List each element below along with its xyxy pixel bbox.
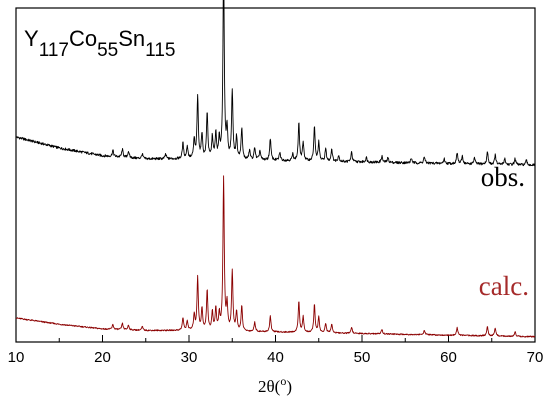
x-tick-label: 50: [354, 349, 371, 366]
plot-frame: [15, 7, 536, 343]
x-axis-title: 2θ(o): [258, 374, 292, 396]
formula-element: Y: [24, 26, 39, 51]
series-line-obs: [15, 0, 536, 167]
x-tick-label: 60: [440, 349, 457, 366]
series-label-calc: calc.: [479, 271, 529, 301]
x-tick-label: 30: [181, 349, 198, 366]
series-label-obs: obs.: [481, 162, 525, 192]
x-tick-label: 10: [8, 349, 25, 366]
x-tick-label: 20: [94, 349, 111, 366]
formula-element: Sn: [118, 26, 145, 51]
x-tick-label: 40: [267, 349, 284, 366]
compound-formula: Y117Co55Sn115: [24, 26, 175, 61]
x-axis-title-base: 2θ(: [258, 377, 281, 396]
x-axis-ticks: 10 20 30 40 50 60 70: [8, 335, 544, 366]
formula-subscript: 55: [97, 40, 118, 61]
series-layer: [15, 0, 536, 338]
series-line-calc: [15, 175, 536, 338]
x-axis-title-close: ): [286, 377, 292, 396]
x-axis-title-sup: o: [280, 374, 286, 388]
formula-element: Co: [69, 26, 97, 51]
formula-subscript: 117: [39, 40, 69, 61]
x-tick-label: 70: [527, 349, 544, 366]
formula-subscript: 115: [145, 40, 175, 61]
